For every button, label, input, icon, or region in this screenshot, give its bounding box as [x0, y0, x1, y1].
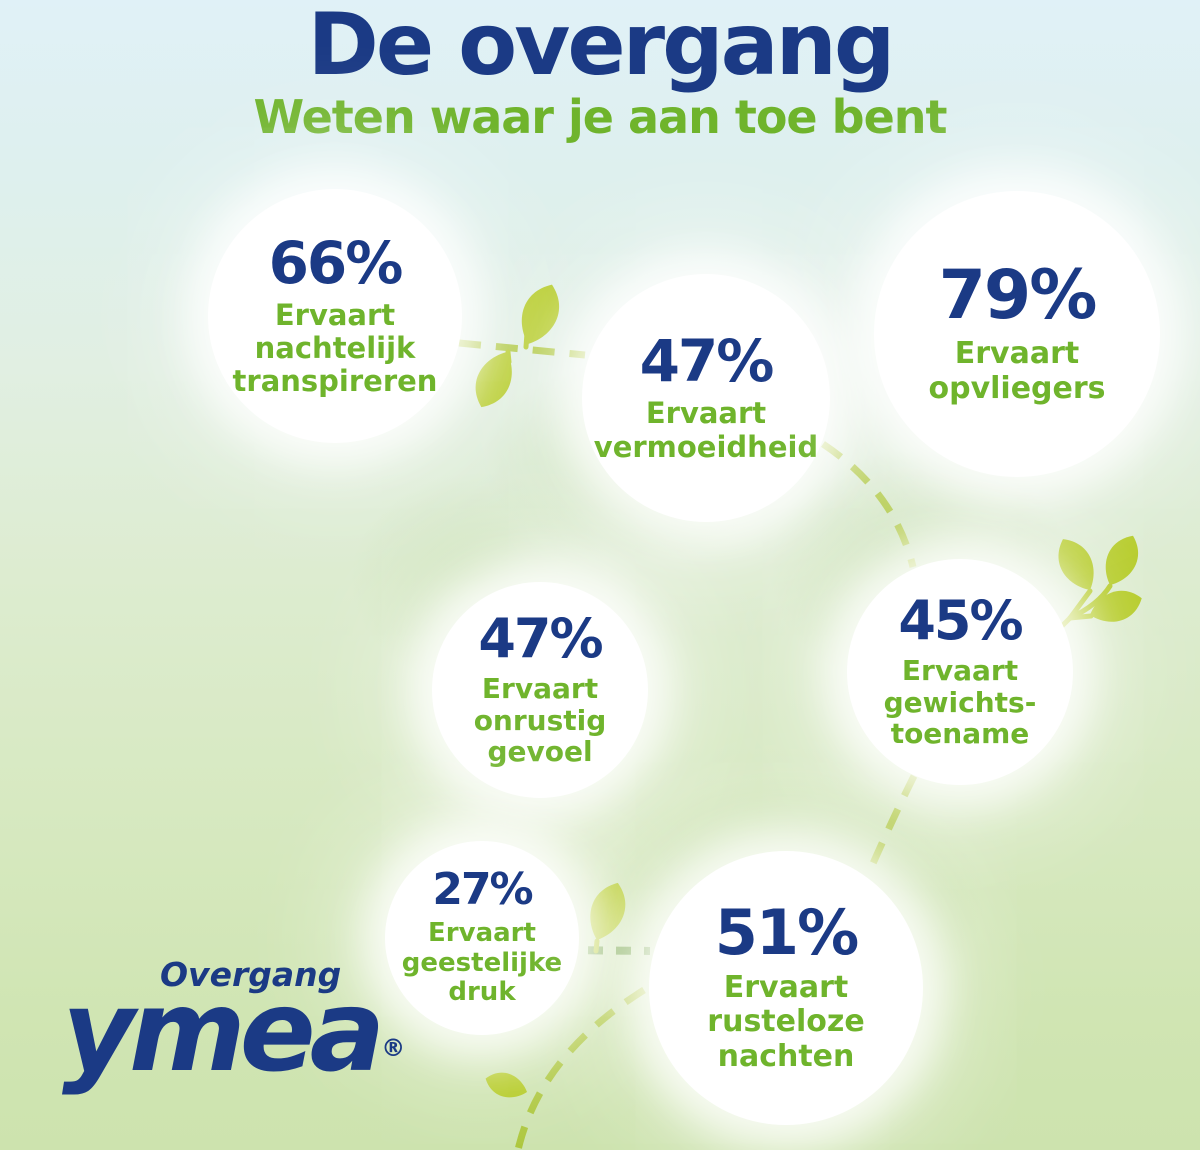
logo-tagline: Overgang	[160, 955, 342, 994]
stat-label: Ervaart rusteloze nachten	[707, 970, 865, 1074]
stat-label: Ervaart gewichts- toename	[883, 653, 1037, 751]
leaf-icon	[511, 278, 569, 351]
stat-label: Ervaart opvliegers	[928, 336, 1106, 406]
stat-bubble-geestelijke-druk: 27% Ervaart geestelijke druk	[385, 841, 579, 1035]
page-title: De overgang	[307, 0, 896, 95]
leaf-icon	[466, 345, 522, 415]
stat-value: 66%	[268, 228, 404, 297]
stat-label: Ervaart geestelijke druk	[401, 918, 563, 1008]
stat-value: 47%	[639, 327, 775, 396]
stat-label: Ervaart nachtelijk transpireren	[232, 297, 438, 399]
leaf-icon	[481, 1067, 531, 1104]
stat-label: Ervaart vermoeidheid	[593, 396, 819, 464]
stat-value: 79%	[938, 256, 1098, 336]
leaf-stem	[1067, 588, 1093, 621]
stat-value: 51%	[714, 896, 859, 970]
stat-bubble-opvliegers: 79% Ervaart opvliegers	[874, 191, 1160, 477]
stat-bubble-onrustig-gevoel: 47% Ervaart onrustig gevoel	[432, 582, 648, 798]
logo-brand-name: ymea	[62, 967, 385, 1097]
leaf-icon	[581, 877, 634, 946]
stat-value: 27%	[432, 864, 533, 916]
stat-value: 45%	[898, 588, 1023, 652]
leaf-icon	[1049, 531, 1104, 598]
stat-bubble-rusteloze-nachten: 51% Ervaart rusteloze nachten	[649, 851, 923, 1125]
stat-bubble-nachtelijk-transpireren: 66% Ervaart nachtelijk transpireren	[208, 189, 462, 443]
dashed-connector-47-45	[821, 441, 917, 568]
stat-value: 47%	[478, 606, 603, 670]
leaf-icon	[1096, 529, 1147, 592]
stat-bubble-gewichtstoename: 45% Ervaart gewichts- toename	[847, 559, 1073, 785]
stat-label: Ervaart onrustig gevoel	[473, 671, 607, 769]
header: De overgang Weten waar je aan toe bent	[0, 0, 1200, 140]
leaf-stem	[593, 938, 600, 954]
ymea-logo: Overgang ymea®	[62, 955, 406, 1097]
dashed-connector-66-47	[458, 339, 586, 359]
dashed-connector-45-51	[867, 774, 918, 870]
registered-trademark-symbol: ®	[381, 1033, 406, 1062]
stat-bubble-vermoeidheid: 47% Ervaart vermoeidheid	[582, 274, 830, 522]
dashed-connector-51-bottom	[514, 987, 646, 1150]
leaf-stem	[1067, 613, 1094, 621]
page-subtitle: Weten waar je aan toe bent	[253, 90, 947, 145]
leaf-icon	[1085, 584, 1147, 630]
